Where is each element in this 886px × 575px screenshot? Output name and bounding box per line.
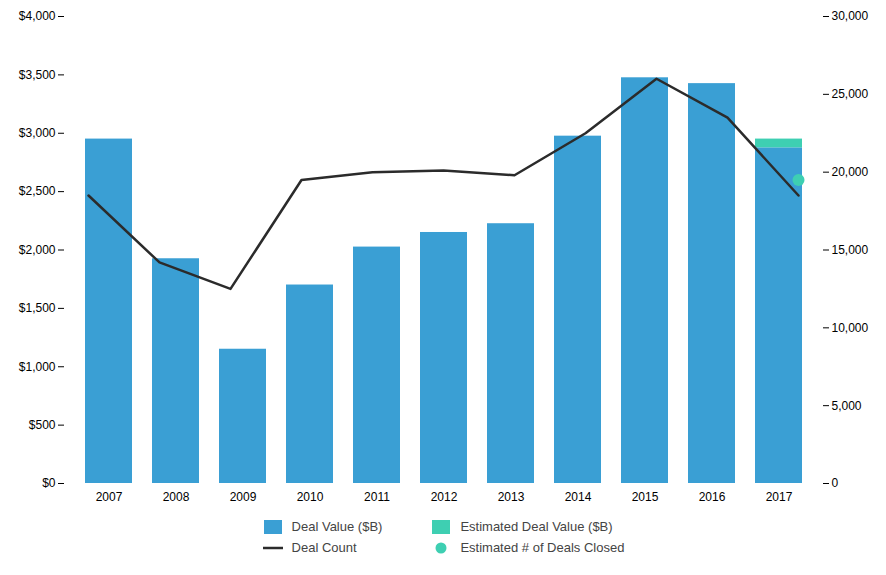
svg-text:15,000: 15,000	[832, 243, 869, 257]
svg-text:2015: 2015	[632, 490, 659, 504]
svg-text:$3,500: $3,500	[19, 68, 56, 82]
svg-text:$2,500: $2,500	[19, 184, 56, 198]
svg-text:2010: 2010	[297, 490, 324, 504]
svg-text:2008: 2008	[163, 490, 190, 504]
svg-text:30,000: 30,000	[832, 9, 869, 23]
svg-text:2007: 2007	[96, 490, 123, 504]
svg-text:2013: 2013	[498, 490, 525, 504]
svg-text:10,000: 10,000	[832, 321, 869, 335]
svg-text:5,000: 5,000	[832, 399, 862, 413]
svg-text:$500: $500	[29, 418, 56, 432]
svg-text:2009: 2009	[230, 490, 257, 504]
svg-text:0: 0	[832, 476, 839, 490]
svg-text:20,000: 20,000	[832, 165, 869, 179]
html-text:Estimated Deal Value ($B): Estimated Deal Value ($B)	[460, 519, 613, 534]
html-text:Estimated # of Deals Closed: Estimated # of Deals Closed	[460, 540, 625, 555]
html-text:Deal Count: Deal Count	[291, 540, 357, 555]
svg-text:$2,000: $2,000	[19, 243, 56, 257]
svg-text:2017: 2017	[766, 490, 793, 504]
svg-text:2016: 2016	[699, 490, 726, 504]
svg-text:$1,500: $1,500	[19, 301, 56, 315]
svg-text:2011: 2011	[364, 490, 390, 504]
svg-text:25,000: 25,000	[832, 87, 869, 101]
svg-text:$4,000: $4,000	[19, 9, 56, 23]
svg-text:$0: $0	[42, 476, 56, 490]
svg-text:2012: 2012	[431, 490, 458, 504]
html-text:Deal Value ($B): Deal Value ($B)	[291, 519, 383, 534]
svg-text:2014: 2014	[565, 490, 592, 504]
svg-text:$1,000: $1,000	[19, 360, 56, 374]
svg-text:$3,000: $3,000	[19, 126, 56, 140]
